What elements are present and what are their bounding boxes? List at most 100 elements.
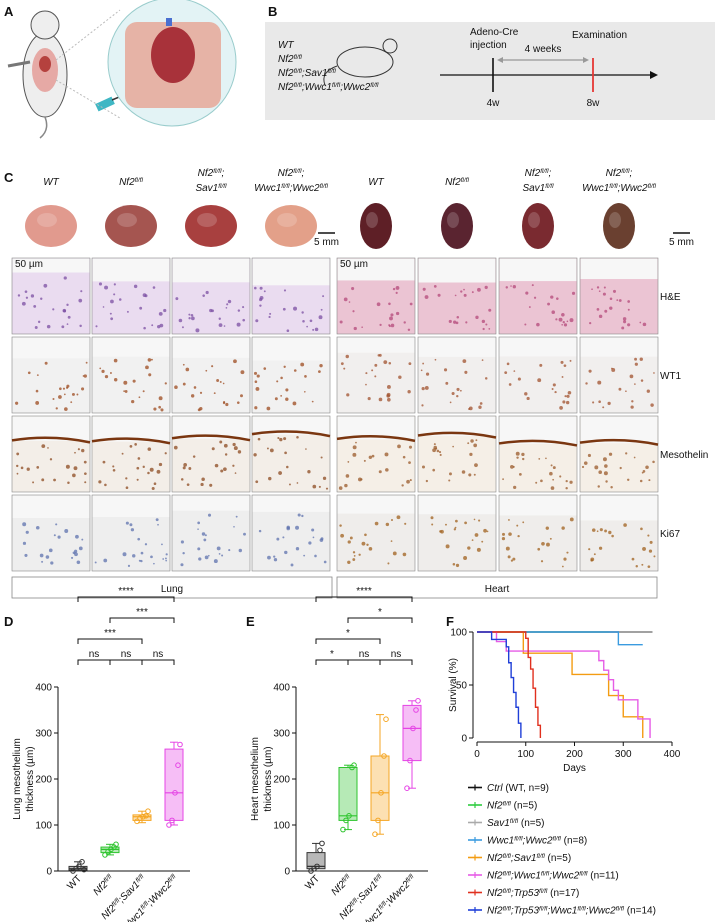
panel-label: A [4, 4, 14, 19]
histology-air [418, 337, 496, 357]
histology-cell [451, 391, 455, 396]
stain-label: Mesothelin [660, 450, 708, 461]
significance-bracket [379, 659, 413, 665]
histology-cell [64, 407, 68, 411]
histology-cell [583, 461, 588, 465]
text-part: Nf2 [487, 801, 503, 812]
histology-cell [309, 319, 313, 323]
genotype: Nf2fl/fl;Sav1fl/fl [278, 68, 336, 80]
histology-cell [305, 448, 307, 450]
histology-cell [361, 326, 363, 329]
histology-cell [192, 455, 196, 458]
histology-cell [432, 448, 436, 453]
survival-curve [477, 631, 522, 738]
histology-cell [510, 559, 514, 562]
histology-cell [218, 317, 221, 320]
significance-label: ns [359, 649, 370, 660]
text-part: fl/fl [510, 818, 519, 825]
text-part: ;Sav1 [511, 853, 537, 864]
significance-label: * [378, 607, 382, 618]
histology-cell [153, 482, 157, 486]
histology-cell [125, 521, 129, 525]
histology-cell [233, 446, 238, 451]
histology-cell [642, 546, 646, 551]
genotype: Nf2fl/fl;Wwc1fl/fl;Wwc2fl/fl [278, 82, 379, 94]
y-axis-label: thickness (µm) [263, 746, 274, 811]
histology-cell [604, 529, 607, 533]
text-part: fl/fl [539, 888, 548, 895]
histology-cell [225, 306, 228, 309]
histology-cell [408, 445, 413, 449]
histology-cell [566, 394, 570, 398]
histology-cell [590, 559, 593, 562]
histology-cell [351, 287, 355, 291]
histology-cell [81, 387, 85, 391]
y-tick-label: 100 [273, 821, 290, 832]
data-point [177, 741, 183, 748]
histology-cell [164, 557, 167, 560]
histology-cell [204, 555, 209, 560]
timepoint: 4w [487, 98, 501, 109]
text-part: (n=14) [624, 906, 656, 917]
histology-cell [104, 483, 107, 487]
histology-cell [629, 374, 634, 379]
histology-cell [30, 294, 35, 298]
histology-cell [603, 286, 606, 289]
significance-bracket [315, 659, 349, 665]
histology-cell [363, 459, 366, 462]
interval-label: 4 weeks [525, 44, 562, 55]
histology-cell [385, 522, 390, 527]
histology-cell [559, 475, 562, 478]
histology-cell [57, 535, 61, 539]
histology-cell [605, 480, 608, 483]
text-part: fl/fl [294, 82, 303, 89]
histology-cell [597, 380, 602, 385]
histology-cell [473, 443, 478, 448]
histology-cell [626, 478, 630, 482]
histology-cell [195, 328, 200, 333]
data-point [175, 762, 181, 769]
organ-photo [25, 205, 77, 247]
column-header: Nf2fl/fl; [198, 168, 225, 180]
text-part: (n=8) [561, 836, 587, 847]
histology-cell [409, 302, 413, 306]
histology-cell [564, 395, 567, 398]
histology-cell [205, 369, 208, 372]
text-part: fl/fl [139, 900, 150, 911]
mesothelium-layer [171, 434, 251, 442]
histology-cell [222, 402, 226, 405]
histology-air [92, 337, 170, 357]
histology-cell [461, 470, 466, 474]
histology-cell [562, 320, 565, 324]
histology-cell [598, 314, 603, 319]
histology-cell [648, 549, 653, 553]
histology-cell [640, 527, 643, 531]
histology-cell [254, 286, 257, 290]
organ-label: Lung [161, 584, 183, 595]
histology-cell [113, 378, 118, 382]
histology-cell [174, 385, 178, 389]
histology-cell [123, 380, 128, 385]
histology-cell [59, 387, 62, 391]
histology-cell [282, 307, 286, 311]
histology-cell [63, 393, 66, 396]
histology-cell [303, 554, 306, 557]
histology-cell [85, 361, 88, 364]
text-part: fl/fl [503, 888, 512, 895]
text-part: ; [302, 168, 305, 179]
histology-cell [150, 555, 153, 559]
histology-cell [343, 367, 346, 370]
histology-cell [182, 363, 185, 366]
histology-cell [240, 370, 245, 375]
histology-cell [510, 465, 514, 469]
organ-group-box [336, 576, 658, 599]
histology-cell [563, 323, 568, 327]
histology-cell [552, 383, 556, 387]
histology-cell [140, 559, 143, 563]
histology-cell [311, 528, 315, 532]
text-part: (n=5) [511, 801, 537, 812]
histology-cell [623, 320, 627, 324]
histology-cell [648, 479, 651, 482]
histology-cell [339, 524, 342, 527]
